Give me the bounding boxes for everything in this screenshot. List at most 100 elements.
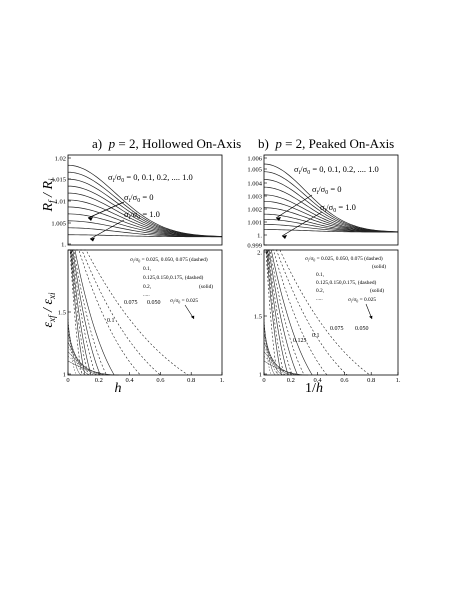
series-dashed-1 xyxy=(68,249,161,376)
y-tick-label: 0.999 xyxy=(247,243,262,250)
panel-a-bottom-plot: 1.5 10 0.2 0.4 0.6 0.8 1. σi​/σ0​ = 0.025, 0.05… xyxy=(58,249,225,384)
legend-line: (solid) xyxy=(370,287,384,294)
legend-line: 0.1, xyxy=(143,266,152,272)
arrowhead xyxy=(369,315,373,319)
x-tick-label: 0.2 xyxy=(287,377,295,384)
svg-text:Rf / Ri: Rf / Ri xyxy=(41,178,57,213)
series-line-7 xyxy=(263,213,399,233)
x-tick-label: 0 xyxy=(66,377,69,384)
annotation-sigma-zero: σi​/σ0​ = 0 xyxy=(124,192,153,204)
annotation-sigma-range: σi​/σ0​ = 0, 0.1, 0.2, .... 1.0 xyxy=(294,164,379,176)
x-tick-label: 0.8 xyxy=(187,377,195,384)
panel-a-top-plot: 1.02 1.015 1.01 1.005 1. σi​/σ0​ = 0, 0.1, 0.… xyxy=(51,154,223,249)
panel-b-bottom-plot: 2. 1.5 10 0.2 0.4 0.6 0.8 1. σi​/σ0​ = 0.025, 0.… xyxy=(254,250,401,385)
y-tick-label: 1.005 xyxy=(51,221,66,228)
y-tick-label: 1.5 xyxy=(254,314,262,321)
annotation-arrow-one xyxy=(89,219,125,240)
legend-line: σi​/σ0​ = 0.025, 0.050, 0.075 (dashed) xyxy=(130,256,208,263)
curve-label: 0.050 xyxy=(147,300,161,306)
y-tick-label: 1 xyxy=(63,372,66,379)
series-low-1 xyxy=(67,323,82,376)
y-tick-label: 1.002 xyxy=(247,207,262,214)
series-low-8 xyxy=(263,356,305,376)
series-low-5 xyxy=(263,342,293,376)
series-solid-5 xyxy=(264,249,285,376)
y-tick-label: 1.003 xyxy=(247,194,262,201)
legend-line: 0.125,0.150,0.175, (dashed) xyxy=(143,274,204,281)
legend-line: (solid) xyxy=(199,283,213,290)
annotation-sigma-range: σi​/σ0​ = 0, 0.1, 0.2, .... 1.0 xyxy=(108,172,193,184)
y-axis-label-bottom: εxf / εxi xyxy=(41,292,57,327)
arrowhead xyxy=(90,237,95,242)
panel-b-title: b) p = 2, Peaked On-Axis xyxy=(258,136,394,151)
series-solid-3 xyxy=(68,249,97,376)
annotation-sigma-one: σi​/σ0​ = 1.0 xyxy=(124,209,160,221)
y-tick-label: 1 xyxy=(259,372,262,379)
y-tick-label: 1. xyxy=(257,233,262,240)
series-solid-2 xyxy=(68,249,101,376)
annotation-sigma-one: σi​/σ0​ = 1.0 xyxy=(320,202,356,214)
series-low-0 xyxy=(67,318,78,376)
series-dashed-2 xyxy=(264,249,328,376)
series-low-0 xyxy=(263,318,273,376)
legend-line: σi​/σ0​ = 0.025, 0.050, 0.075 (dashed) xyxy=(305,255,383,262)
series-low-2 xyxy=(263,328,281,376)
y-tick-label: 1.02 xyxy=(55,156,66,163)
plot-frame xyxy=(263,154,399,246)
x-tick-label: 0.6 xyxy=(156,377,165,384)
y-tick-label: 1.005 xyxy=(247,167,262,174)
legend-line: 0.2, xyxy=(316,288,325,294)
y-tick-label: 1.015 xyxy=(51,177,66,184)
label-sigma: σi​/σ0​ = 0.025 xyxy=(170,298,198,304)
arrowhead xyxy=(190,315,195,319)
annotation-arrow-zero xyxy=(87,201,125,219)
series-solid-7 xyxy=(68,249,83,376)
series-solid-1 xyxy=(68,249,107,376)
plot-frame xyxy=(67,249,223,376)
series-dashed-1 xyxy=(264,249,348,376)
series-solid-6 xyxy=(264,249,282,376)
series-line-10 xyxy=(263,229,398,233)
curve-label: 0.125 xyxy=(293,338,307,344)
legend-line: 0.2, xyxy=(143,284,152,290)
series-low-4 xyxy=(67,337,96,376)
x-tick-label: 0.4 xyxy=(126,377,135,384)
series-low-2 xyxy=(67,328,87,376)
series-dashed-0 xyxy=(68,249,189,376)
y-tick-label: 1.004 xyxy=(247,181,262,188)
y-tick-label: 1.5 xyxy=(58,310,66,317)
y-tick-label: 1. xyxy=(61,242,66,249)
y-tick-label: 1.006 xyxy=(247,156,262,163)
series-low-1 xyxy=(263,323,277,376)
series-low-3 xyxy=(67,332,92,376)
series-solid-7 xyxy=(264,249,278,376)
x-tick-label: 0.8 xyxy=(367,377,375,384)
arrowhead xyxy=(88,217,93,221)
svg-text:εxf / εxi: εxf / εxi xyxy=(41,292,57,327)
series-solid-4 xyxy=(264,249,289,376)
x-axis-label-b: 1/h xyxy=(305,381,323,396)
legend-line: 0.125,0.150,0.175, (dashed) xyxy=(316,279,377,286)
plot-frame xyxy=(263,249,399,376)
legend-line: ..... xyxy=(143,292,150,298)
series-solid-2 xyxy=(264,249,298,376)
curve-label: 0.1 xyxy=(312,333,320,339)
x-tick-label: 1. xyxy=(396,377,401,384)
panel-b-top-plot: 1.006 1.005 1.004 1.003 1.002 1.001 1. 0.999 σi​… xyxy=(247,154,399,250)
y-axis-label-top: Rf / Ri xyxy=(41,178,57,213)
series-low-8 xyxy=(67,356,115,376)
x-tick-label: 0.4 xyxy=(314,377,323,384)
x-tick-label: 0.2 xyxy=(95,377,103,384)
annotation-sigma-zero: σi​/σ0​ = 0 xyxy=(312,184,341,196)
plot-frame xyxy=(67,154,223,246)
series-line-2 xyxy=(67,178,223,237)
series-solid-5 xyxy=(68,249,89,376)
curve-label: 0.075 xyxy=(124,300,138,306)
curve-label: 0.050 xyxy=(355,326,369,332)
annotation-arrow-one xyxy=(281,211,323,237)
legend-line: 0.1, xyxy=(316,272,325,278)
legend-line: (solid) xyxy=(372,263,386,270)
panel-a-title: a) p = 2, Hollowed On-Axis xyxy=(92,136,241,151)
legend-line: ..... xyxy=(316,296,323,302)
